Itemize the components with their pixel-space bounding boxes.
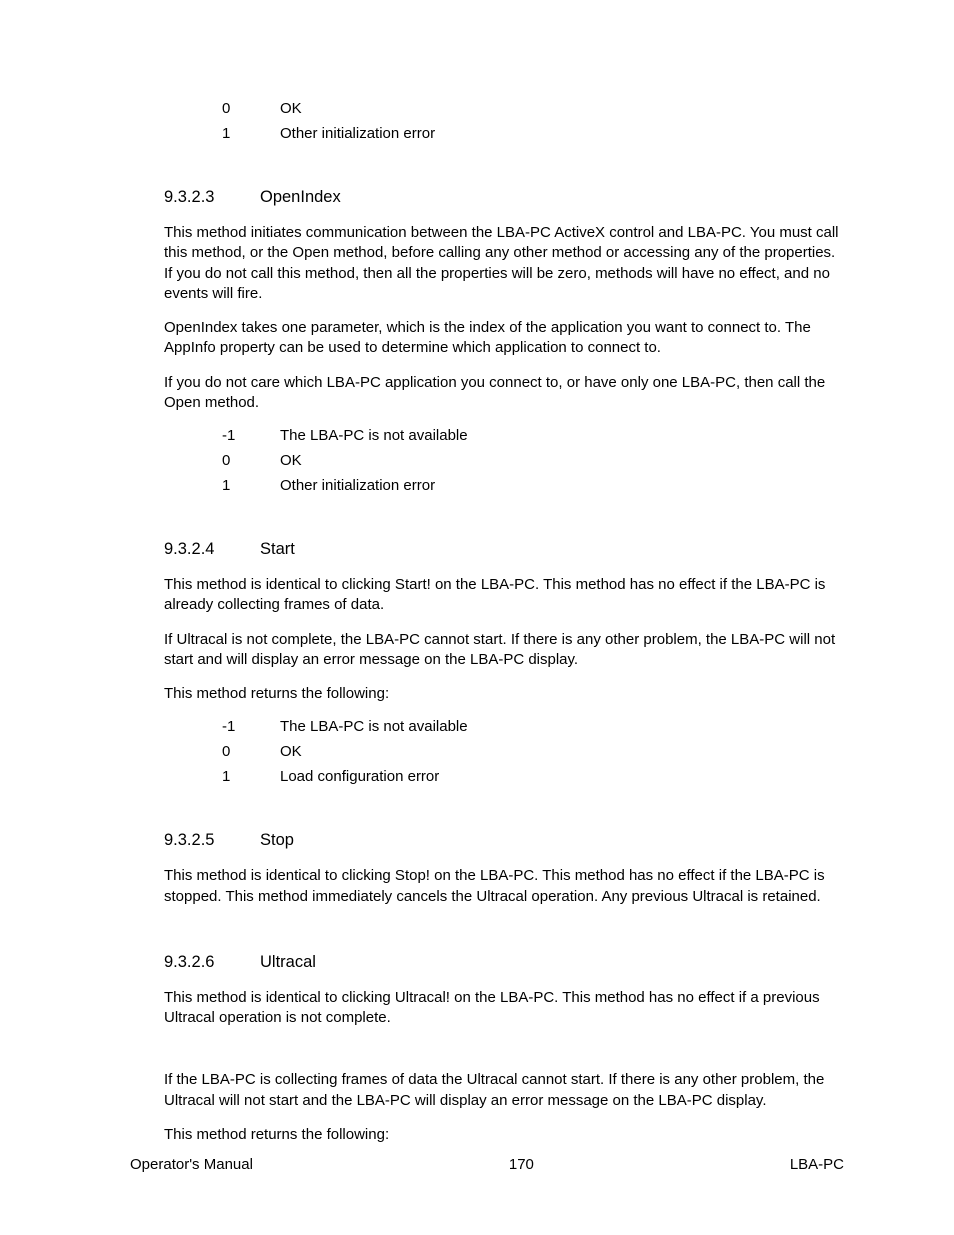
return-desc: OK xyxy=(280,452,844,469)
page: 0 OK 1 Other initialization error 9.3.2.… xyxy=(0,0,954,1235)
return-code: 0 xyxy=(222,452,280,469)
return-code: -1 xyxy=(222,427,280,444)
return-code: 0 xyxy=(222,100,280,117)
section-title: Start xyxy=(260,540,844,559)
table-row: 1 Other initialization error xyxy=(222,125,844,142)
section-title: Stop xyxy=(260,831,844,850)
return-desc: Other initialization error xyxy=(280,125,844,142)
return-desc: OK xyxy=(280,743,844,760)
paragraph: This method initiates communication betw… xyxy=(164,223,844,304)
footer-right: LBA-PC xyxy=(790,1156,844,1173)
section-number: 9.3.2.3 xyxy=(164,188,260,207)
code-table-start: -1 The LBA-PC is not available 0 OK 1 Lo… xyxy=(222,718,844,785)
code-table-top: 0 OK 1 Other initialization error xyxy=(222,100,844,142)
section-number: 9.3.2.5 xyxy=(164,831,260,850)
paragraph: This method returns the following: xyxy=(164,684,844,704)
section-heading-start: 9.3.2.4 Start xyxy=(164,540,844,559)
section-heading-ultracal: 9.3.2.6 Ultracal xyxy=(164,953,844,972)
paragraph: OpenIndex takes one parameter, which is … xyxy=(164,318,844,359)
section-title: Ultracal xyxy=(260,953,844,972)
table-row: 0 OK xyxy=(222,743,844,760)
footer-left: Operator's Manual xyxy=(130,1156,253,1173)
table-row: -1 The LBA-PC is not available xyxy=(222,718,844,735)
code-table-openindex: -1 The LBA-PC is not available 0 OK 1 Ot… xyxy=(222,427,844,494)
footer-page-number: 170 xyxy=(253,1156,790,1173)
paragraph: If you do not care which LBA-PC applicat… xyxy=(164,373,844,414)
paragraph: This method is identical to clicking Sta… xyxy=(164,575,844,616)
return-desc: Load configuration error xyxy=(280,768,844,785)
section-heading-stop: 9.3.2.5 Stop xyxy=(164,831,844,850)
return-code: -1 xyxy=(222,718,280,735)
return-code: 0 xyxy=(222,743,280,760)
table-row: 0 OK xyxy=(222,100,844,117)
return-desc: The LBA-PC is not available xyxy=(280,427,844,444)
return-code: 1 xyxy=(222,125,280,142)
paragraph: If the LBA-PC is collecting frames of da… xyxy=(164,1070,844,1111)
paragraph-blank xyxy=(164,1042,844,1056)
table-row: 0 OK xyxy=(222,452,844,469)
return-code: 1 xyxy=(222,768,280,785)
section-title: OpenIndex xyxy=(260,188,844,207)
paragraph: This method is identical to clicking Sto… xyxy=(164,866,844,907)
paragraph: If Ultracal is not complete, the LBA-PC … xyxy=(164,630,844,671)
table-row: 1 Load configuration error xyxy=(222,768,844,785)
section-number: 9.3.2.6 xyxy=(164,953,260,972)
section-number: 9.3.2.4 xyxy=(164,540,260,559)
return-desc: OK xyxy=(280,100,844,117)
return-code: 1 xyxy=(222,477,280,494)
return-desc: The LBA-PC is not available xyxy=(280,718,844,735)
page-footer: Operator's Manual 170 LBA-PC xyxy=(130,1156,844,1173)
table-row: 1 Other initialization error xyxy=(222,477,844,494)
section-heading-openindex: 9.3.2.3 OpenIndex xyxy=(164,188,844,207)
table-row: -1 The LBA-PC is not available xyxy=(222,427,844,444)
paragraph: This method is identical to clicking Ult… xyxy=(164,988,844,1029)
paragraph: This method returns the following: xyxy=(164,1125,844,1145)
return-desc: Other initialization error xyxy=(280,477,844,494)
